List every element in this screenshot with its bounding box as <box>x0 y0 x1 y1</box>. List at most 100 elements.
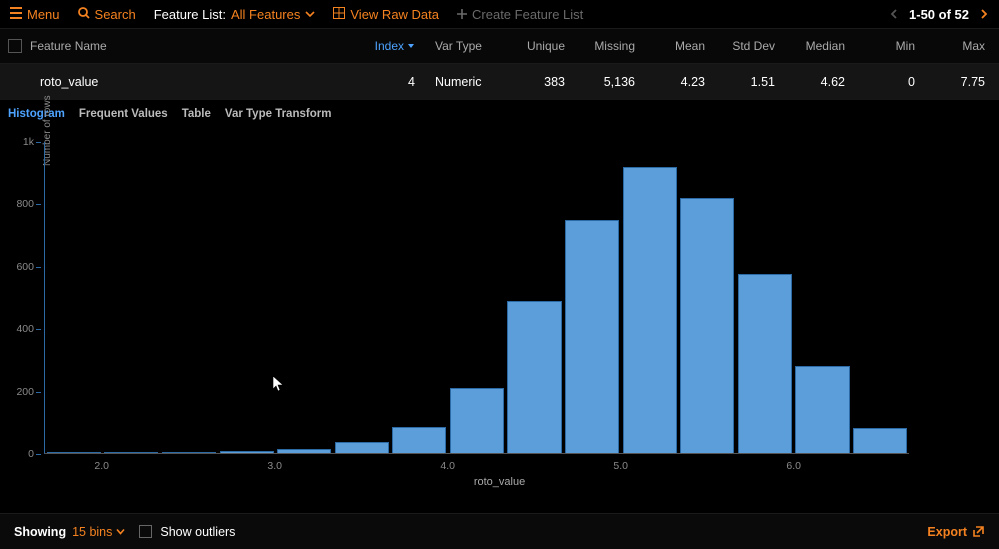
y-tick-mark <box>36 392 41 393</box>
histogram-bar[interactable] <box>277 449 331 453</box>
export-button[interactable]: Export <box>927 525 985 539</box>
search-icon <box>78 7 90 22</box>
col-median[interactable]: Median <box>775 39 845 53</box>
histogram-bar[interactable] <box>104 452 158 453</box>
row-var-type: Numeric <box>415 75 495 89</box>
view-raw-data-button[interactable]: View Raw Data <box>333 7 439 22</box>
x-tick-label: 6.0 <box>786 460 801 472</box>
menu-button[interactable]: Menu <box>10 7 60 22</box>
histogram-bar[interactable] <box>795 366 849 453</box>
bar-slot <box>391 142 449 453</box>
plus-icon <box>457 7 467 22</box>
histogram-bar[interactable] <box>853 428 907 453</box>
next-page-button[interactable] <box>979 7 989 22</box>
prev-page-button[interactable] <box>889 7 899 22</box>
create-feature-list-label: Create Feature List <box>472 7 583 22</box>
grid-icon <box>333 7 345 22</box>
histogram-bar[interactable] <box>450 388 504 453</box>
tab-table[interactable]: Table <box>182 108 211 120</box>
row-unique: 383 <box>495 75 565 89</box>
row-median: 4.62 <box>775 75 845 89</box>
y-tick-mark <box>36 142 41 143</box>
show-outliers-checkbox[interactable] <box>139 525 152 538</box>
row-index: 4 <box>355 75 415 89</box>
histogram-chart: Number of rows 1k8006004002000 2.03.04.0… <box>0 128 999 498</box>
select-all-checkbox[interactable] <box>8 39 22 53</box>
col-mean[interactable]: Mean <box>635 39 705 53</box>
bar-slot <box>103 142 161 453</box>
tab-frequent-values[interactable]: Frequent Values <box>79 108 168 120</box>
search-label: Search <box>95 7 136 22</box>
y-tick-label: 400 <box>0 323 34 335</box>
row-max: 7.75 <box>915 75 985 89</box>
plot-area <box>44 142 909 454</box>
bar-slot <box>218 142 276 453</box>
subtabs: Histogram Frequent Values Table Var Type… <box>0 100 999 124</box>
chevron-down-icon <box>116 527 125 536</box>
export-icon <box>972 525 985 538</box>
table-header-row: Feature Name Index Var Type Unique Missi… <box>0 28 999 64</box>
bar-slot <box>275 142 333 453</box>
tab-histogram[interactable]: Histogram <box>8 108 65 120</box>
x-axis-title: roto_value <box>474 476 525 488</box>
histogram-bar[interactable] <box>507 301 561 453</box>
histogram-bar[interactable] <box>680 198 734 453</box>
y-tick-label: 800 <box>0 198 34 210</box>
bars-container <box>45 142 909 453</box>
tab-var-type-transform[interactable]: Var Type Transform <box>225 108 332 120</box>
bar-slot <box>621 142 679 453</box>
x-tick-label: 3.0 <box>267 460 282 472</box>
y-tick-mark <box>36 454 41 455</box>
row-missing: 5,136 <box>565 75 635 89</box>
col-var-type[interactable]: Var Type <box>415 39 495 53</box>
table-row[interactable]: roto_value 4 Numeric 383 5,136 4.23 1.51… <box>0 64 999 100</box>
bar-slot <box>506 142 564 453</box>
bar-slot <box>45 142 103 453</box>
sort-down-icon <box>407 42 415 50</box>
feature-list-dropdown[interactable]: Feature List: All Features <box>154 7 316 22</box>
y-tick-label: 200 <box>0 386 34 398</box>
bins-text: 15 bins <box>72 525 112 539</box>
bins-dropdown[interactable]: 15 bins <box>72 525 125 539</box>
y-tick-mark <box>36 329 41 330</box>
col-feature-name[interactable]: Feature Name <box>30 39 355 53</box>
histogram-bar[interactable] <box>335 442 389 453</box>
bar-slot <box>333 142 391 453</box>
page-range: 1-50 of 52 <box>909 7 969 22</box>
x-tick-label: 4.0 <box>440 460 455 472</box>
col-index-label: Index <box>375 39 404 53</box>
histogram-bar[interactable] <box>47 452 101 453</box>
menu-label: Menu <box>27 7 60 22</box>
search-button[interactable]: Search <box>78 7 136 22</box>
col-unique[interactable]: Unique <box>495 39 565 53</box>
show-outliers-label: Show outliers <box>160 525 235 539</box>
bar-slot <box>563 142 621 453</box>
col-index[interactable]: Index <box>355 39 415 53</box>
top-toolbar: Menu Search Feature List: All Features V… <box>0 0 999 28</box>
histogram-bar[interactable] <box>162 452 216 453</box>
create-feature-list-button[interactable]: Create Feature List <box>457 7 583 22</box>
footer-bar: Showing 15 bins Show outliers Export <box>0 513 999 549</box>
col-missing[interactable]: Missing <box>565 39 635 53</box>
col-max[interactable]: Max <box>915 39 985 53</box>
y-tick-label: 0 <box>0 448 34 460</box>
row-std-dev: 1.51 <box>705 75 775 89</box>
bar-slot <box>794 142 852 453</box>
histogram-bar[interactable] <box>565 220 619 453</box>
histogram-bar[interactable] <box>220 451 274 453</box>
feature-list-value: All Features <box>231 7 300 22</box>
histogram-bar[interactable] <box>392 427 446 453</box>
col-min[interactable]: Min <box>845 39 915 53</box>
bar-slot <box>679 142 737 453</box>
row-mean: 4.23 <box>635 75 705 89</box>
histogram-bar[interactable] <box>623 167 677 453</box>
histogram-bar[interactable] <box>738 274 792 453</box>
x-tick-label: 2.0 <box>94 460 109 472</box>
row-min: 0 <box>845 75 915 89</box>
showing-label: Showing <box>14 525 66 539</box>
col-std-dev[interactable]: Std Dev <box>705 39 775 53</box>
y-tick-label: 1k <box>0 136 34 148</box>
bar-slot <box>448 142 506 453</box>
y-tick-label: 600 <box>0 261 34 273</box>
y-tick-mark <box>36 204 41 205</box>
